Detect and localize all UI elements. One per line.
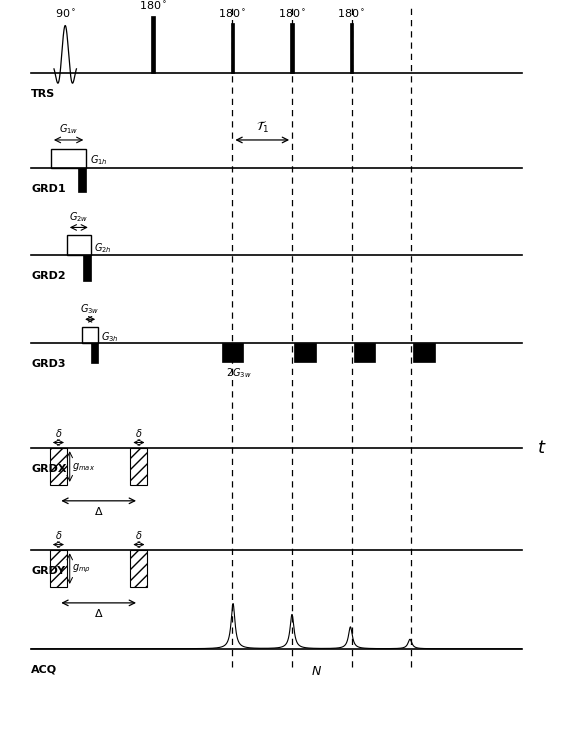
Bar bbox=[222, 343, 243, 362]
Text: GRDX: GRDX bbox=[31, 464, 67, 475]
Bar bbox=[51, 149, 86, 168]
Text: $\delta$: $\delta$ bbox=[135, 529, 143, 541]
Bar bbox=[413, 343, 435, 362]
Text: $g_{m\rho}$: $g_{m\rho}$ bbox=[72, 562, 91, 575]
Text: $180^\circ$: $180^\circ$ bbox=[139, 0, 167, 12]
Bar bbox=[151, 16, 155, 73]
Bar bbox=[130, 550, 147, 587]
Text: $2G_{3w}$: $2G_{3w}$ bbox=[226, 366, 252, 380]
Bar bbox=[50, 550, 67, 587]
Bar bbox=[50, 448, 67, 485]
Text: $G_{1h}$: $G_{1h}$ bbox=[90, 154, 107, 167]
Text: $180^\circ$: $180^\circ$ bbox=[337, 7, 366, 20]
Text: $\delta$: $\delta$ bbox=[54, 427, 62, 439]
Text: $t$: $t$ bbox=[537, 440, 546, 457]
Text: $\mathcal{T}_1$: $\mathcal{T}_1$ bbox=[256, 120, 269, 135]
Text: GRD2: GRD2 bbox=[31, 271, 66, 281]
Text: GRDY: GRDY bbox=[31, 566, 65, 577]
Text: $g_{max}$: $g_{max}$ bbox=[72, 461, 95, 472]
Bar bbox=[82, 327, 98, 343]
Bar bbox=[67, 235, 91, 255]
Text: $G_{3w}$: $G_{3w}$ bbox=[81, 302, 100, 316]
Text: $\delta$: $\delta$ bbox=[135, 427, 143, 439]
Bar bbox=[290, 23, 294, 73]
Text: $180^\circ$: $180^\circ$ bbox=[278, 7, 306, 20]
Text: TRS: TRS bbox=[31, 89, 56, 99]
Text: $G_{2h}$: $G_{2h}$ bbox=[94, 241, 112, 254]
Bar bbox=[78, 168, 86, 192]
Text: $90^\circ$: $90^\circ$ bbox=[54, 8, 76, 20]
Bar bbox=[91, 343, 98, 363]
Text: $180^\circ$: $180^\circ$ bbox=[218, 7, 247, 20]
Bar bbox=[354, 343, 375, 362]
Text: GRD1: GRD1 bbox=[31, 184, 66, 194]
Text: $\Delta$: $\Delta$ bbox=[94, 607, 103, 619]
Text: $N$: $N$ bbox=[311, 665, 321, 678]
Bar bbox=[83, 255, 91, 281]
Bar bbox=[130, 448, 147, 485]
Text: $\Delta$: $\Delta$ bbox=[94, 505, 103, 517]
Text: $G_{3h}$: $G_{3h}$ bbox=[101, 330, 119, 343]
Text: $G_{2w}$: $G_{2w}$ bbox=[69, 210, 88, 224]
Bar bbox=[231, 23, 234, 73]
Text: $G_{1w}$: $G_{1w}$ bbox=[59, 122, 78, 136]
Text: GRD3: GRD3 bbox=[31, 359, 66, 369]
Bar bbox=[350, 23, 353, 73]
Text: $\delta$: $\delta$ bbox=[54, 529, 62, 541]
Text: ACQ: ACQ bbox=[31, 665, 57, 675]
Bar bbox=[294, 343, 316, 362]
